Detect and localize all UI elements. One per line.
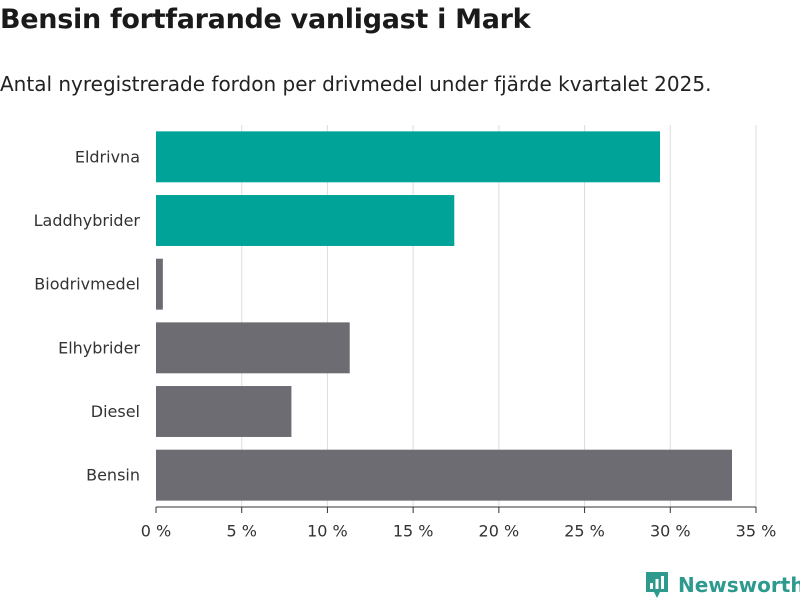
bar-chart: Eldrivna Laddhybrider Biodrivmedel Elhybrid… <box>34 125 777 541</box>
chart-title: Bensin fortfarande vanligast i Mark <box>0 4 531 35</box>
x-tick-label: 25 % <box>564 522 605 541</box>
category-label: Biodrivmedel <box>34 275 140 294</box>
chart-subtitle: Antal nyregistrerade fordon per drivmede… <box>0 72 712 96</box>
x-tick-label: 10 % <box>307 522 348 541</box>
bar-elhybrider <box>156 322 350 374</box>
category-label: Elhybrider <box>58 338 140 357</box>
x-tick-label: 35 % <box>736 522 777 541</box>
x-tick-label: 30 % <box>650 522 691 541</box>
newsworthy-wordmark: Newsworthy <box>678 573 800 597</box>
x-tick-label: 5 % <box>226 522 256 541</box>
newsworthy-logo-icon <box>646 572 668 598</box>
x-tick-label: 20 % <box>479 522 520 541</box>
category-label: Eldrivna <box>75 147 140 166</box>
category-label: Bensin <box>86 466 140 485</box>
bar-diesel <box>156 386 292 437</box>
category-label: Diesel <box>91 402 140 421</box>
bar-biodrivmedel <box>156 258 163 310</box>
x-tick-label: 0 % <box>141 522 171 541</box>
bar-laddhybrider <box>156 195 455 246</box>
newsworthy-logo: Newsworthy <box>644 570 800 600</box>
category-label: Laddhybrider <box>34 211 141 230</box>
x-tick-label: 15 % <box>393 522 434 541</box>
bar-eldrivna <box>156 131 660 183</box>
bar-bensin <box>156 449 732 501</box>
